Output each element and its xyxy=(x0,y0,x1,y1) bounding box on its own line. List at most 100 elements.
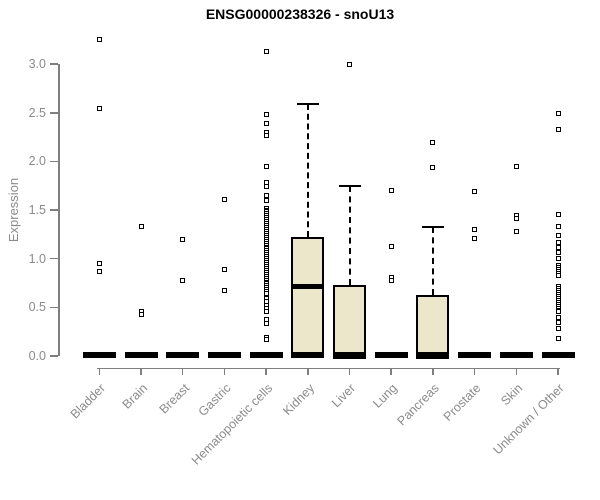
x-tick xyxy=(348,367,351,375)
outlier-point xyxy=(138,224,144,230)
y-tick-label: 0.5 xyxy=(28,300,46,315)
outlier-point xyxy=(263,120,269,126)
x-tick-label: Bladder xyxy=(67,381,109,422)
zero-bar xyxy=(458,352,492,358)
y-tick xyxy=(50,355,58,357)
x-tick xyxy=(515,367,518,375)
outlier-point xyxy=(555,224,561,230)
x-tick-label: Prostate xyxy=(440,381,484,424)
y-tick-label: 1.5 xyxy=(28,203,46,218)
outlier-point xyxy=(263,291,269,297)
x-tick xyxy=(473,367,476,375)
outlier-point xyxy=(555,320,561,326)
x-tick xyxy=(307,367,309,375)
x-tick xyxy=(98,367,101,375)
outlier-point xyxy=(263,197,269,203)
whisker-cap xyxy=(296,102,319,105)
outlier-point xyxy=(263,192,269,198)
y-tick xyxy=(50,63,58,65)
zero-bar xyxy=(124,352,158,358)
x-tick xyxy=(265,367,267,375)
outlier-point xyxy=(472,189,478,195)
outlier-point xyxy=(555,212,561,218)
outlier-point xyxy=(555,126,561,132)
outlier-point xyxy=(138,311,144,317)
outlier-point xyxy=(221,196,227,202)
outlier-point xyxy=(472,235,478,241)
outlier-point xyxy=(555,250,561,256)
outlier-point xyxy=(263,321,269,327)
x-tick-label: Breast xyxy=(156,381,192,417)
outlier-point xyxy=(555,245,561,251)
zero-bar xyxy=(166,352,200,358)
x-tick xyxy=(557,367,559,375)
zero-bar xyxy=(374,352,408,358)
outlier-point xyxy=(263,336,269,342)
outlier-point xyxy=(472,227,478,232)
outlier-point xyxy=(555,272,561,278)
outlier-point xyxy=(555,256,561,262)
outlier-point xyxy=(388,277,394,283)
outlier-point xyxy=(555,314,561,320)
whisker xyxy=(348,185,351,285)
outlier-point xyxy=(263,163,269,169)
outlier-point xyxy=(263,112,269,118)
outlier-point xyxy=(180,236,186,242)
outlier-point xyxy=(555,335,561,341)
x-tick-label: Pancreas xyxy=(394,381,442,429)
y-tick-label: 2.0 xyxy=(28,154,46,169)
outlier-point xyxy=(263,132,269,138)
outlier-point xyxy=(555,308,561,314)
x-tick-label: Lung xyxy=(370,381,401,411)
outlier-point xyxy=(555,111,561,117)
whisker-cap xyxy=(421,225,444,228)
y-tick-label: 1.0 xyxy=(28,251,46,266)
chart-title: ENSG00000238326 - snoU13 xyxy=(205,6,395,22)
outlier-point xyxy=(96,268,102,274)
x-tick xyxy=(223,367,226,375)
x-tick xyxy=(432,367,434,375)
zero-bar xyxy=(82,352,116,358)
x-tick-label: Kidney xyxy=(279,381,317,418)
y-tick-label: 2.5 xyxy=(28,105,46,120)
zero-bar xyxy=(291,352,325,358)
box xyxy=(416,294,450,356)
median-line xyxy=(291,284,325,290)
zero-bar xyxy=(499,352,533,358)
x-tick-label: Brain xyxy=(119,381,150,412)
x-tick-label: Liver xyxy=(329,381,359,411)
y-tick-label: 3.0 xyxy=(28,57,46,72)
outlier-point xyxy=(96,261,102,267)
whisker xyxy=(431,226,434,295)
zero-bar xyxy=(541,352,575,358)
outlier-point xyxy=(221,288,227,294)
outlier-point xyxy=(555,326,561,332)
x-tick xyxy=(390,367,392,375)
zero-bar xyxy=(333,352,366,358)
outlier-point xyxy=(263,48,269,54)
x-tick-label: Skin xyxy=(498,381,526,409)
outlier-point xyxy=(180,277,186,283)
outlier-point xyxy=(513,163,519,169)
zero-bar xyxy=(207,352,241,358)
y-tick xyxy=(50,209,58,211)
x-tick-label: Gastric xyxy=(195,381,234,419)
y-tick xyxy=(50,160,58,163)
outlier-point xyxy=(555,239,561,245)
outlier-point xyxy=(263,184,269,190)
y-tick xyxy=(50,257,58,260)
zero-bar xyxy=(416,352,450,358)
box xyxy=(291,237,325,356)
x-tick xyxy=(181,367,184,375)
outlier-point xyxy=(388,188,394,194)
outlier-point xyxy=(388,243,394,249)
outlier-point xyxy=(430,164,436,170)
outlier-point xyxy=(221,266,227,272)
outlier-point xyxy=(513,228,519,234)
outlier-point xyxy=(263,308,269,314)
y-tick-label: 0.0 xyxy=(28,349,46,363)
x-axis-line xyxy=(97,367,560,369)
y-tick xyxy=(50,112,58,114)
y-tick xyxy=(50,306,58,309)
